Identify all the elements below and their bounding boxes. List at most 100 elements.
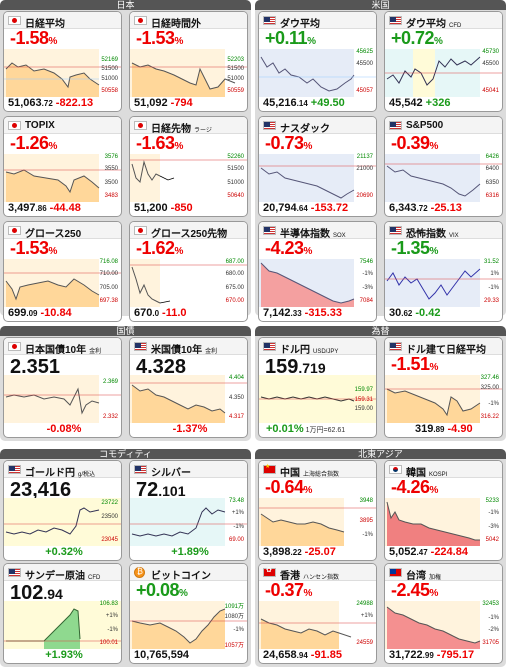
axis-low: 3895: [359, 518, 373, 524]
card-nikkei-usd[interactable]: ドル建て日経平均 -1.51% 327.46 325.00 -1% 316.22 31…: [384, 337, 503, 438]
change-value: +0.01% 1万円=62.61: [266, 423, 346, 435]
card-vix[interactable]: 恐怖指数 VIX -1.35% 31.52 1% -1% 29.33 30.62 -0.4…: [384, 221, 503, 322]
us-flag-icon: [8, 465, 21, 474]
axis-high: 716.08: [99, 259, 118, 265]
price-chart: 52169 51500 51000 50558: [4, 49, 121, 97]
axis-low: 7084: [359, 298, 373, 304]
bitcoin-icon: [134, 567, 145, 578]
price-level: 45,216.14 +49.50: [263, 97, 345, 109]
japan-flag-icon: [8, 226, 21, 235]
japan-flag-icon: [8, 121, 21, 130]
card-korea[interactable]: 韓国 KOSPI -4.26% 5233 -1% -3% 5042 5,052.47 -2…: [384, 460, 503, 561]
change-value: -1.37%: [172, 423, 208, 435]
axis-label: 325.00: [480, 385, 499, 391]
price-chart: 7546 -1% -3% 7084: [259, 259, 376, 307]
price-chart: 5233 -1% -3% 5042: [385, 498, 502, 546]
price-level: 24,658.94 -91.85: [263, 649, 342, 661]
price-level: 4.328: [136, 356, 187, 378]
card-usdjpy[interactable]: ドル円 USD/JPY 159.719 159.97 159.31 159.00 +0…: [258, 337, 377, 438]
axis-label: +1%: [360, 613, 373, 619]
axis-label: 21000: [356, 166, 373, 172]
price-chart: 32453 -1% -2% 31705: [385, 601, 502, 649]
card-name: 米国債10年 金利: [151, 345, 218, 356]
price-level: 72.101: [136, 479, 186, 501]
card-bitcoin[interactable]: ビットコイン +0.08% 1091万 1080万 -1% 1057万 10,765,…: [129, 563, 248, 664]
card-sp500[interactable]: S&P500 -0.39% 6426 6400 6350 6316 6,343.72-…: [384, 116, 503, 217]
price-level: 51,200 -850: [134, 202, 193, 214]
us-flag-icon: [134, 342, 147, 351]
price-level: 7,142.33 -315.33: [263, 307, 342, 319]
axis-label: 51000: [227, 76, 244, 82]
price-chart: 4.404 4.350 4.317: [130, 375, 247, 423]
card-dow[interactable]: ダウ平均 +0.11% 45625 45500 45057 45,216.14 +49…: [258, 11, 377, 112]
card-name: グロース250: [25, 229, 82, 240]
price-level: 3,898.22 -25.07: [263, 546, 336, 558]
change-percent: +0.08%: [136, 580, 188, 600]
axis-label: 51000: [227, 180, 244, 186]
axis-low: 31705: [482, 640, 499, 646]
card-topix[interactable]: TOPIX -1.26% 3576 3550 3500 3483 3,497.86 -4…: [3, 116, 122, 217]
card-name: 半導体指数 SOX: [280, 229, 346, 240]
axis-label: 45500: [356, 61, 373, 67]
card-gold[interactable]: ゴールド円 g/税込 23,416 23722 23500 23045 +0.32%: [3, 460, 122, 561]
axis-label: 3500: [104, 180, 118, 186]
change-percent: -1.51%: [391, 354, 438, 374]
axis-high: 7546: [359, 259, 373, 265]
card-growth250[interactable]: グロース250 -1.53% 716.08 710.00 705.00 697.38 …: [3, 221, 122, 322]
axis-label: 3550: [104, 166, 118, 172]
axis-label: -1%: [362, 271, 373, 277]
axis-label: -1%: [488, 510, 499, 516]
card-ust10[interactable]: 米国債10年 金利 4.328 4.404 4.350 4.317 -1.37%: [129, 337, 248, 438]
change-percent: -1.63%: [136, 133, 183, 153]
card-sox[interactable]: 半導体指数 SOX -4.23% 7546 -1% -3% 7084 7,142.33-…: [258, 221, 377, 322]
axis-low: 100.01: [99, 640, 118, 646]
card-dow-cfd[interactable]: ダウ平均 CFD +0.72% 45730 45500 45041 45,542 +32…: [384, 11, 503, 112]
price-level: 159.719: [265, 356, 326, 378]
axis-label: 675.00: [225, 285, 244, 291]
card-growth250-futures[interactable]: グロース250先物 -1.62% 687.00 680.00 675.00 670.0…: [129, 221, 248, 322]
card-nikkei[interactable]: 日経平均 -1.58% 52169 51500 51000 50558 51,063.…: [3, 11, 122, 112]
axis-high: 6426: [485, 154, 499, 160]
price-chart: 687.00 680.00 675.00 670.00: [130, 259, 247, 307]
card-name: ドル円 USD/JPY: [280, 345, 339, 356]
axis-low: 2.332: [102, 414, 118, 420]
axis-label: +1%: [105, 613, 118, 619]
axis-high: 3576: [104, 154, 118, 160]
price-chart: 716.08 710.00 705.00 697.38: [4, 259, 121, 307]
axis-low: 3483: [104, 193, 118, 199]
axis-label: -1%: [107, 627, 118, 633]
card-nikkei-ext[interactable]: 日経時間外 -1.53% 52203 51500 51000 50559 51,092…: [129, 11, 248, 112]
axis-low: 1057万: [224, 643, 244, 649]
china-flag-icon: [263, 463, 276, 474]
change-percent: -0.37%: [265, 580, 312, 600]
change-percent: -4.26%: [391, 477, 438, 497]
price-level: 51,063.72 -822.13: [8, 97, 94, 109]
card-nasdaq[interactable]: ナスダック -0.73% 21137 21000 20690 20,794.64 -1…: [258, 116, 377, 217]
axis-high: 327.46: [480, 375, 499, 381]
card-nikkei-futures[interactable]: 日経先物 ラージ -1.63% 52260 51500 51000 50640 51,2…: [129, 116, 248, 217]
axis-label: 1%: [490, 271, 499, 277]
axis-label: 1080万: [224, 614, 244, 620]
card-name: 日経平均: [25, 19, 65, 30]
axis-high: 4.404: [228, 375, 244, 381]
price-level: 699.09 -10.84: [8, 307, 72, 319]
change-percent: +0.11%: [265, 28, 316, 48]
card-jgb10[interactable]: 日本国債10年 金利 2.351 2.369 2.332 -0.08%: [3, 337, 122, 438]
axis-label: 705.00: [99, 285, 118, 291]
card-name: シルバー: [151, 468, 191, 479]
card-name: サンデー原油 CFD: [25, 571, 101, 582]
axis-low: 69.00: [228, 537, 244, 543]
card-oil[interactable]: サンデー原油 CFD 102.94 106.83 +1% -1% 100.01 +1.9…: [3, 563, 122, 664]
axis-low: 697.38: [99, 298, 118, 304]
japan-flag-icon: [8, 342, 21, 351]
axis-low: 50640: [227, 193, 244, 199]
card-taiwan[interactable]: 台湾 加権 -2.45% 32453 -1% -2% 31705 31,722.99 -7…: [384, 563, 503, 664]
japan-flag-icon: [8, 16, 21, 25]
change-percent: -1.62%: [136, 238, 183, 258]
axis-label: 6350: [485, 180, 499, 186]
card-silver[interactable]: シルバー 72.101 73.48 +1% -1% 69.00 +1.89%: [129, 460, 248, 561]
axis-label: 4.350: [228, 395, 244, 401]
change-percent: -0.39%: [391, 133, 438, 153]
